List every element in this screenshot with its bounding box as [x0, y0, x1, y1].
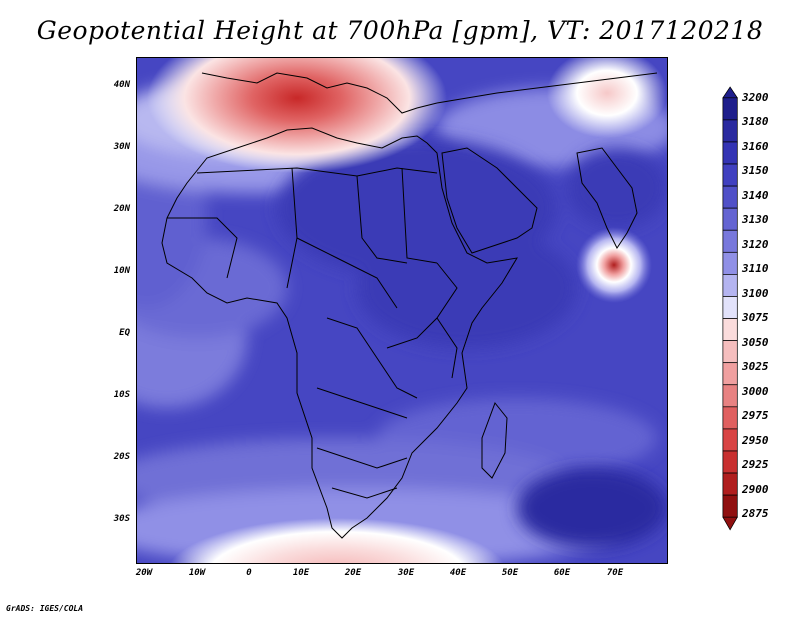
- colorbar-level-label: 3120: [742, 237, 769, 251]
- colorbar-swatch: [722, 97, 738, 121]
- colorbar-bottom-arrow: [722, 516, 738, 531]
- lon-label-20e: 20E: [344, 568, 362, 578]
- colorbar-level-label: 3150: [742, 164, 769, 178]
- lat-label-10n: 10N: [113, 266, 130, 276]
- colorbar-swatch: [722, 362, 738, 386]
- colorbar: [722, 86, 738, 531]
- lon-label-40e: 40E: [449, 568, 467, 578]
- lat-label-10s: 10S: [113, 390, 130, 400]
- colorbar-swatch: [722, 229, 738, 253]
- height-field: [137, 58, 667, 563]
- colorbar-level-label: 2875: [742, 507, 769, 521]
- colorbar-swatch: [722, 141, 738, 165]
- colorbar-swatch: [722, 494, 738, 518]
- colorbar-swatch: [722, 207, 738, 231]
- lon-label-70e: 70E: [606, 568, 624, 578]
- colorbar-swatch: [722, 251, 738, 275]
- colorbar-swatch: [722, 472, 738, 496]
- lon-label-50e: 50E: [501, 568, 519, 578]
- colorbar-swatch: [722, 185, 738, 209]
- colorbar-level-label: 2925: [742, 458, 769, 472]
- colorbar-level-label: 3050: [742, 335, 769, 349]
- colorbar-level-label: 3130: [742, 213, 769, 227]
- colorbar-level-label: 3160: [742, 139, 769, 153]
- colorbar-level-label: 3100: [742, 286, 769, 300]
- lat-label-20n: 20N: [113, 204, 130, 214]
- colorbar-swatch: [722, 119, 738, 143]
- colorbar-swatch: [722, 406, 738, 430]
- lon-label-30e: 30E: [397, 568, 415, 578]
- lat-label-30s: 30S: [113, 514, 130, 524]
- colorbar-level-label: 3110: [742, 262, 769, 276]
- colorbar-swatch: [722, 163, 738, 187]
- colorbar-level-label: 3140: [742, 188, 769, 202]
- colorbar-swatch: [722, 296, 738, 319]
- colorbar-level-label: 3025: [742, 360, 769, 374]
- colorbar-top-arrow: [722, 86, 738, 99]
- colorbar-swatch: [722, 384, 738, 408]
- colorbar-level-label: 2900: [742, 482, 769, 496]
- colorbar-level-label: 3180: [742, 115, 769, 129]
- colorbar-swatch: [722, 274, 738, 297]
- credit-text: GrADS: IGES/COLA: [6, 604, 84, 613]
- colorbar-swatch: [722, 428, 738, 452]
- lat-label-40n: 40N: [113, 80, 130, 90]
- lat-label-eq: EQ: [119, 328, 130, 338]
- lat-label-30n: 30N: [113, 142, 130, 152]
- map-title: Geopotential Height at 700hPa [gpm], VT:…: [36, 16, 764, 45]
- lon-label-0: 0: [246, 568, 252, 578]
- colorbar-swatch: [722, 450, 738, 474]
- lon-label-10w: 10W: [188, 568, 206, 578]
- colorbar-swatch: [722, 340, 738, 364]
- coastlines: [161, 72, 658, 539]
- colorbar-level-label: 2975: [742, 409, 769, 423]
- lon-label-60e: 60E: [553, 568, 571, 578]
- colorbar-level-label: 3000: [742, 384, 769, 398]
- colorbar-level-label: 3075: [742, 311, 769, 325]
- lat-label-20s: 20S: [113, 452, 130, 462]
- lon-label-10e: 10E: [292, 568, 310, 578]
- colorbar-level-label: 2950: [742, 433, 769, 447]
- colorbar-level-label: 3200: [742, 90, 769, 104]
- colorbar-swatch: [722, 318, 738, 341]
- map-area: [136, 57, 668, 564]
- lon-label-20w: 20W: [135, 568, 153, 578]
